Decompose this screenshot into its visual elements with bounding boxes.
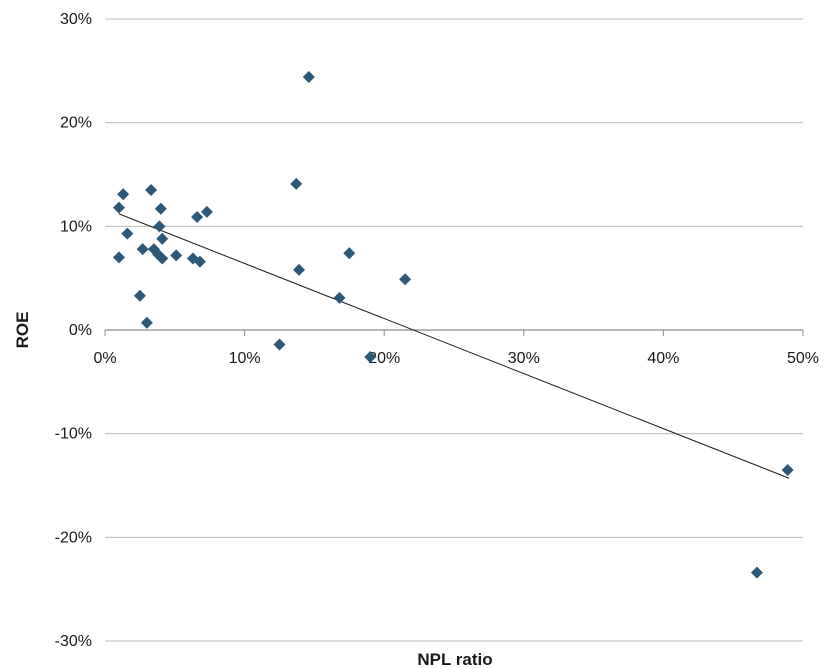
y-axis-tick-labels: 30% 20% 10% 0% -10% -20% -30% bbox=[55, 11, 92, 650]
x-axis-title: NPL ratio bbox=[417, 650, 492, 668]
y-tick-label: 10% bbox=[60, 218, 92, 235]
data-point bbox=[302, 71, 315, 84]
data-point bbox=[781, 463, 794, 476]
y-axis-title: ROE bbox=[13, 312, 32, 349]
data-point bbox=[136, 243, 149, 256]
y-tick-label: 30% bbox=[60, 11, 92, 28]
data-point bbox=[153, 220, 166, 233]
data-point bbox=[154, 202, 167, 215]
x-tick-label: 20% bbox=[368, 350, 400, 367]
data-point bbox=[200, 205, 213, 218]
data-point bbox=[140, 316, 153, 329]
data-point bbox=[364, 350, 377, 363]
data-point bbox=[343, 247, 356, 260]
x-tick-label: 50% bbox=[787, 350, 819, 367]
x-tick-label: 30% bbox=[508, 350, 540, 367]
data-point bbox=[117, 188, 130, 201]
data-point bbox=[121, 227, 134, 240]
data-point bbox=[333, 291, 346, 304]
data-point bbox=[273, 338, 286, 351]
y-tick-label: -10% bbox=[55, 426, 92, 443]
data-point bbox=[193, 255, 206, 268]
x-tick-label: 0% bbox=[93, 350, 116, 367]
y-tick-label: -20% bbox=[55, 529, 92, 546]
y-tick-label: 20% bbox=[60, 115, 92, 132]
data-points bbox=[112, 71, 794, 579]
data-point bbox=[399, 273, 412, 286]
data-point bbox=[112, 251, 125, 264]
trendline bbox=[118, 213, 790, 479]
data-point bbox=[133, 289, 146, 302]
x-tick-label: 40% bbox=[647, 350, 679, 367]
y-tick-label: -30% bbox=[55, 633, 92, 650]
data-point bbox=[156, 252, 169, 265]
y-tick-label: 0% bbox=[69, 322, 92, 339]
gridlines bbox=[105, 18, 803, 642]
data-point bbox=[293, 263, 306, 276]
data-point bbox=[170, 249, 183, 262]
x-axis-tick-labels: 0% 10% 20% 30% 40% 50% bbox=[93, 350, 819, 367]
data-point bbox=[191, 211, 204, 224]
data-point bbox=[145, 184, 158, 197]
x-tick-label: 10% bbox=[229, 350, 261, 367]
data-point bbox=[290, 177, 303, 190]
data-point bbox=[156, 232, 169, 245]
x-axis bbox=[104, 329, 804, 336]
data-point bbox=[750, 566, 763, 579]
data-point bbox=[112, 201, 125, 214]
trendline-group bbox=[118, 213, 790, 479]
